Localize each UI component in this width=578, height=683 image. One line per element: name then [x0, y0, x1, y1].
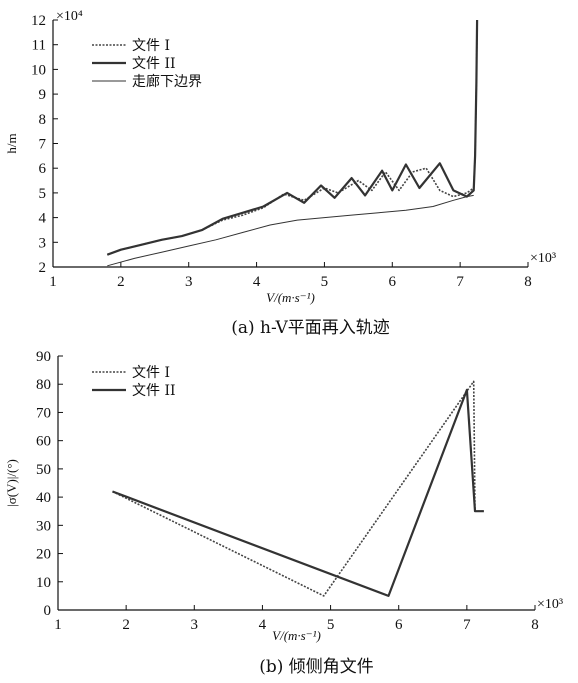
- x-tick-label: 3: [191, 617, 199, 633]
- y-tick-label: 60: [36, 434, 51, 450]
- x-tick-label: 6: [395, 617, 403, 633]
- x-tick-label: 4: [253, 274, 261, 290]
- y-tick-label: 80: [36, 377, 51, 393]
- chart-b: 1 2 3 4 5 6 7 80102030405060708090×10³V/(m·s⁻¹)…: [4, 349, 563, 677]
- y-axis-label: h/m: [4, 133, 19, 153]
- x-tick-label: 6: [389, 274, 397, 290]
- x-axis-label: V/(m·s⁻¹): [266, 290, 315, 305]
- y-tick-label: 8: [39, 112, 47, 128]
- series-line-2: [106, 19, 479, 256]
- x-tick-label: 1: [49, 274, 57, 290]
- y-tick-label: 3: [39, 235, 47, 251]
- chart-caption: (a) h-V平面再入轨迹: [231, 318, 390, 338]
- y-tick-label: 10: [31, 62, 46, 78]
- y-tick-label: 7: [39, 137, 47, 153]
- legend-label-3: 走廊下边界: [132, 73, 202, 90]
- y-axis-label: |σ(V)|/(°): [4, 459, 19, 507]
- y-tick-label: 20: [36, 547, 51, 563]
- y-tick-label: 30: [36, 518, 51, 534]
- legend-label-1: 文件 I: [132, 38, 170, 54]
- x-tick-label: 5: [321, 274, 329, 290]
- legend-label-2: 文件 II: [132, 383, 176, 399]
- y-tick-label: 90: [36, 349, 51, 365]
- x-multiplier: ×10³: [530, 251, 556, 266]
- series-line-3: [107, 194, 474, 267]
- chart-a: 1 2 3 4 5 6 7 823456789101112×10³×10⁴V/(m·s⁻¹)h…: [4, 9, 556, 338]
- y-tick-label: 10: [36, 575, 51, 591]
- y-tick-label: 50: [36, 462, 51, 478]
- x-tick-label: 2: [117, 274, 125, 290]
- x-tick-label: 7: [463, 617, 471, 633]
- series-line-2: [112, 388, 484, 598]
- x-multiplier: ×10³: [537, 597, 563, 612]
- x-tick-label: 5: [327, 617, 335, 633]
- legend-label-1: 文件 I: [132, 365, 170, 381]
- x-tick-label: 7: [456, 274, 464, 290]
- y-tick-label: 9: [39, 87, 47, 103]
- x-tick-label: 8: [524, 274, 532, 290]
- x-tick-label: 1: [54, 617, 62, 633]
- x-tick-label: 3: [185, 274, 193, 290]
- y-tick-label: 12: [31, 13, 46, 29]
- y-tick-label: 0: [44, 603, 52, 619]
- x-axis-label: V/(m·s⁻¹): [272, 628, 321, 643]
- legend-label-2: 文件 II: [132, 56, 176, 72]
- y-tick-label: 40: [36, 490, 51, 506]
- x-tick-label: 4: [259, 617, 267, 633]
- y-tick-label: 11: [32, 38, 46, 54]
- x-tick-label: 2: [122, 617, 130, 633]
- y-multiplier: ×10⁴: [56, 9, 83, 24]
- y-tick-label: 4: [39, 211, 47, 227]
- x-tick-label: 8: [531, 617, 539, 633]
- y-tick-label: 5: [39, 186, 47, 202]
- y-tick-label: 6: [39, 161, 47, 177]
- y-tick-label: 70: [36, 405, 51, 421]
- y-tick-label: 2: [39, 260, 47, 276]
- chart-caption: (b) 倾侧角文件: [259, 657, 374, 677]
